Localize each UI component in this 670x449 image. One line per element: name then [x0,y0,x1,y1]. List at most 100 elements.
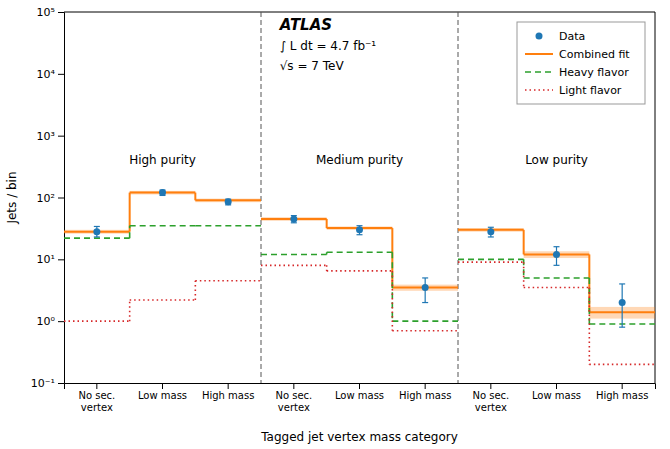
legend-symbol [525,53,553,55]
y-tick: 10⁵ [37,6,64,19]
tick-label: High mass [596,390,648,401]
tick-label: 10¹ [37,253,55,266]
step [195,225,261,227]
y-tick: 10⁴ [37,68,64,81]
tick-label: No sec.vertex [275,390,312,413]
plot-area: 10⁻¹ 10⁰ 10¹ 10² 10³ 10⁴ 10⁵ No sec.vertex Low m… [31,6,656,413]
x-axis: No sec.vertex Low mass High mass No sec.ver… [65,383,656,413]
annotation: ∫ L dt = 4.7 fb⁻¹ [280,39,377,53]
step-connector [523,262,525,287]
x-tick: High mass [399,383,451,401]
legend-label: Data [559,30,585,43]
error-cap [94,226,100,227]
legend-label: Combined fit [559,48,630,61]
data-point [159,189,166,196]
tick-mark [58,321,64,322]
step [458,261,524,263]
step [458,259,524,261]
step-connector [129,226,131,238]
step-connector [194,193,196,201]
step [195,280,261,282]
error-cap [357,234,363,235]
error-cap [554,246,560,247]
step [261,254,327,256]
annotation: √s = 7 TeV [280,59,345,73]
legend-symbol [536,33,543,40]
group-divider [261,12,262,383]
tick-label: 10⁻¹ [31,377,55,390]
step [392,330,458,332]
step-connector [195,281,197,300]
tick-mark [622,383,623,389]
x-tick: Low mass [335,383,384,401]
error-cap [488,236,494,237]
tick-label: Low mass [335,390,384,401]
tick-mark [293,383,294,389]
tick-label: Low mass [532,390,581,401]
tick-label: High mass [399,390,451,401]
error-cap [619,327,625,328]
y-axis: 10⁻¹ 10⁰ 10¹ 10² 10³ 10⁴ 10⁵ [31,6,65,390]
tick-mark [228,383,229,389]
legend-symbol [525,89,553,91]
x-tick: Low mass [138,383,187,401]
step-series [64,193,655,313]
axis-line [65,384,656,390]
step-connector [392,252,394,321]
step [524,277,590,279]
tick-mark [58,136,64,137]
step-connector [589,278,591,324]
legend-item: Data [536,30,586,43]
error-cap [488,227,494,228]
step-series [64,262,655,364]
step-connector [392,271,394,331]
tick-mark [162,383,163,389]
step-series [64,226,655,324]
step [130,299,196,301]
tick-label: No sec.vertex [472,390,509,413]
tick-label: 10⁰ [37,315,56,328]
data-point [290,215,297,222]
annotation: ATLAS [279,16,332,34]
frame [64,12,655,13]
legend-item: Combined fit [525,48,630,61]
tick-mark [58,383,64,384]
error-cap [619,283,625,284]
step-connector [523,259,525,278]
error-cap [422,302,428,303]
tick-mark [425,383,426,389]
step-connector [523,230,525,255]
step-connector [129,300,131,321]
data-point [225,198,232,205]
step [64,237,130,239]
error-cap [357,225,363,226]
marks [64,12,655,383]
y-axis-title: Jets / bin [5,171,19,224]
legend-symbol [525,71,553,73]
tick-mark [58,74,64,75]
x-tick: Low mass [532,383,581,401]
step [327,251,393,253]
tick-mark [58,198,64,199]
x-tick: High mass [202,383,254,401]
data-point [422,284,429,291]
step-connector [589,288,591,365]
x-tick: No sec.vertex [78,383,115,413]
y-tick: 10³ [37,130,64,143]
frame [655,12,656,383]
fit-band [524,251,590,258]
group-label: Low purity [525,153,588,167]
x-tick: High mass [596,383,648,401]
tick-label: 10⁵ [37,6,55,19]
error-cap [422,277,428,278]
step [130,225,196,227]
tick-mark [359,383,360,389]
legend-label: Heavy flavor [559,66,629,79]
legend-label: Light flavor [559,84,622,97]
group-divider [458,12,459,383]
y-tick: 10² [37,192,64,205]
tick-mark [58,12,64,13]
tick-mark [58,259,64,260]
x-tick: No sec.vertex [275,383,312,413]
group-label: High purity [129,153,196,167]
